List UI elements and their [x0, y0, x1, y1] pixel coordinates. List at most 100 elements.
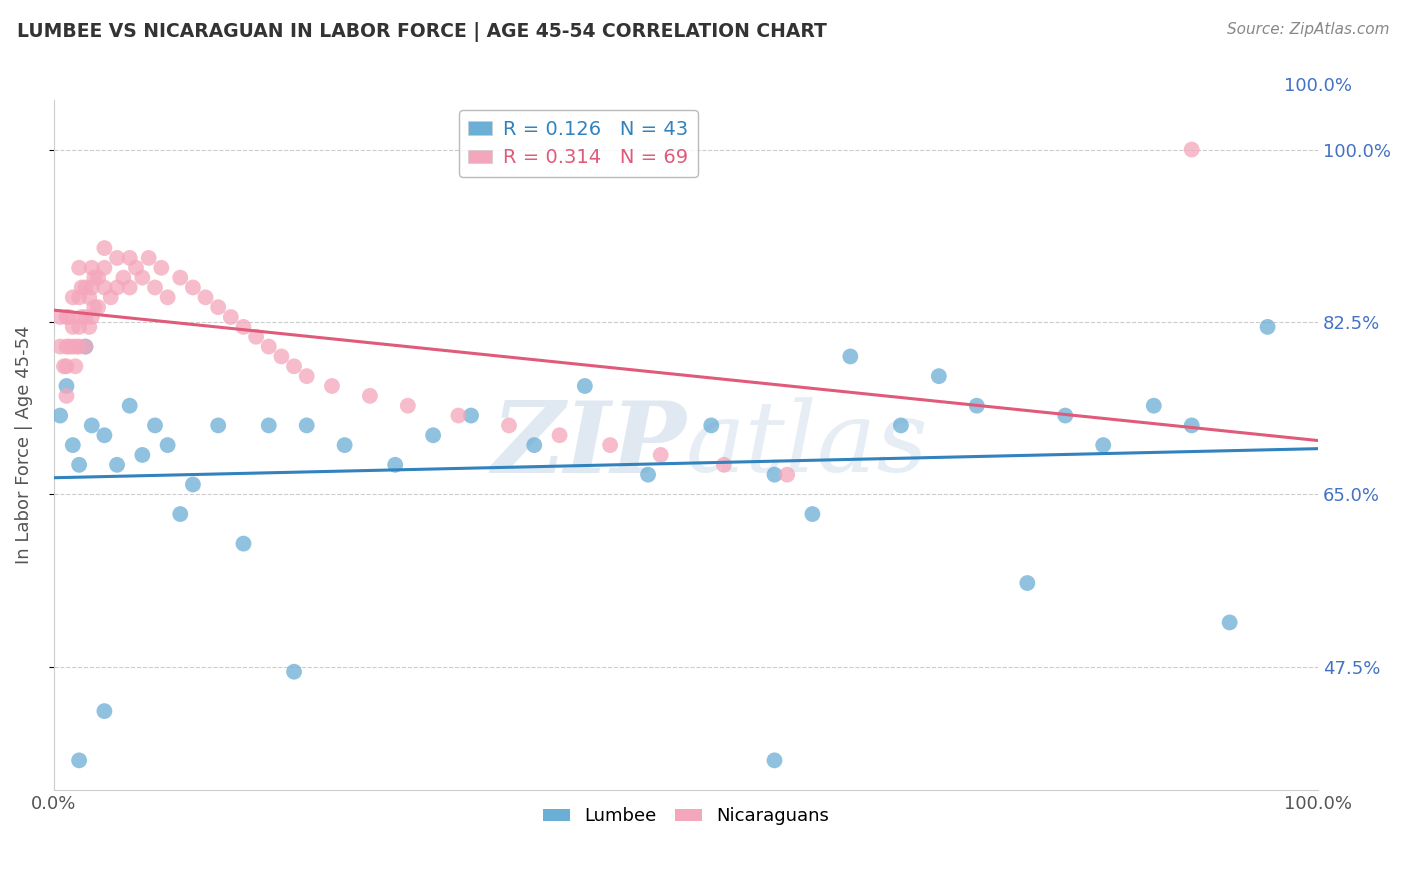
Point — [49, 340, 72, 354]
Point — [77, 290, 100, 304]
Point — [80, 418, 103, 433]
Point — [763, 467, 786, 482]
Point — [270, 350, 292, 364]
Point — [118, 399, 141, 413]
Point — [131, 270, 153, 285]
Point — [87, 300, 110, 314]
Point — [67, 290, 90, 304]
Point — [295, 369, 318, 384]
Point — [801, 507, 824, 521]
Point — [150, 260, 173, 275]
Point — [498, 418, 520, 433]
Point — [207, 418, 229, 433]
Point — [1143, 399, 1166, 413]
Point — [245, 330, 267, 344]
Point — [169, 270, 191, 285]
Point — [776, 467, 799, 482]
Point — [75, 340, 97, 354]
Point — [77, 319, 100, 334]
Point — [194, 290, 217, 304]
Point — [460, 409, 482, 423]
Point — [1181, 418, 1204, 433]
Point — [55, 389, 77, 403]
Point — [283, 665, 305, 679]
Point — [58, 340, 80, 354]
Point — [80, 310, 103, 324]
Point — [396, 399, 419, 413]
Point — [156, 290, 179, 304]
Point — [447, 409, 470, 423]
Point — [65, 359, 87, 374]
Y-axis label: In Labor Force | Age 45-54: In Labor Force | Age 45-54 — [15, 326, 32, 565]
Point — [143, 418, 166, 433]
Point — [49, 409, 72, 423]
Point — [548, 428, 571, 442]
Point — [93, 704, 115, 718]
Point — [637, 467, 659, 482]
Point — [62, 290, 84, 304]
Point — [75, 340, 97, 354]
Point — [1181, 143, 1204, 157]
Point — [105, 280, 128, 294]
Point — [156, 438, 179, 452]
Point — [574, 379, 596, 393]
Point — [93, 280, 115, 294]
Point — [232, 536, 254, 550]
Point — [75, 310, 97, 324]
Point — [49, 310, 72, 324]
Point — [67, 340, 90, 354]
Point — [763, 753, 786, 767]
Point — [67, 458, 90, 472]
Point — [650, 448, 672, 462]
Point — [295, 418, 318, 433]
Point — [1017, 576, 1039, 591]
Legend: Lumbee, Nicaraguans: Lumbee, Nicaraguans — [536, 800, 837, 832]
Point — [143, 280, 166, 294]
Point — [105, 251, 128, 265]
Point — [93, 241, 115, 255]
Point — [713, 458, 735, 472]
Point — [93, 260, 115, 275]
Point — [125, 260, 148, 275]
Point — [55, 359, 77, 374]
Point — [966, 399, 988, 413]
Point — [700, 418, 723, 433]
Point — [890, 418, 912, 433]
Point — [384, 458, 406, 472]
Point — [333, 438, 356, 452]
Point — [599, 438, 621, 452]
Point — [83, 300, 105, 314]
Point — [207, 300, 229, 314]
Point — [1092, 438, 1115, 452]
Point — [928, 369, 950, 384]
Point — [100, 290, 122, 304]
Point — [67, 753, 90, 767]
Point — [112, 270, 135, 285]
Point — [118, 251, 141, 265]
Point — [62, 438, 84, 452]
Point — [131, 448, 153, 462]
Point — [55, 379, 77, 393]
Point — [62, 319, 84, 334]
Point — [422, 428, 444, 442]
Point — [67, 260, 90, 275]
Point — [80, 280, 103, 294]
Point — [257, 340, 280, 354]
Point — [75, 280, 97, 294]
Point — [138, 251, 160, 265]
Text: Source: ZipAtlas.com: Source: ZipAtlas.com — [1226, 22, 1389, 37]
Text: LUMBEE VS NICARAGUAN IN LABOR FORCE | AGE 45-54 CORRELATION CHART: LUMBEE VS NICARAGUAN IN LABOR FORCE | AG… — [17, 22, 827, 42]
Point — [87, 270, 110, 285]
Point — [1257, 319, 1279, 334]
Point — [70, 280, 93, 294]
Point — [1054, 409, 1077, 423]
Point — [321, 379, 343, 393]
Point — [93, 428, 115, 442]
Point — [55, 310, 77, 324]
Point — [67, 319, 90, 334]
Point — [55, 340, 77, 354]
Point — [118, 280, 141, 294]
Point — [70, 310, 93, 324]
Point — [523, 438, 546, 452]
Text: atlas: atlas — [686, 398, 929, 492]
